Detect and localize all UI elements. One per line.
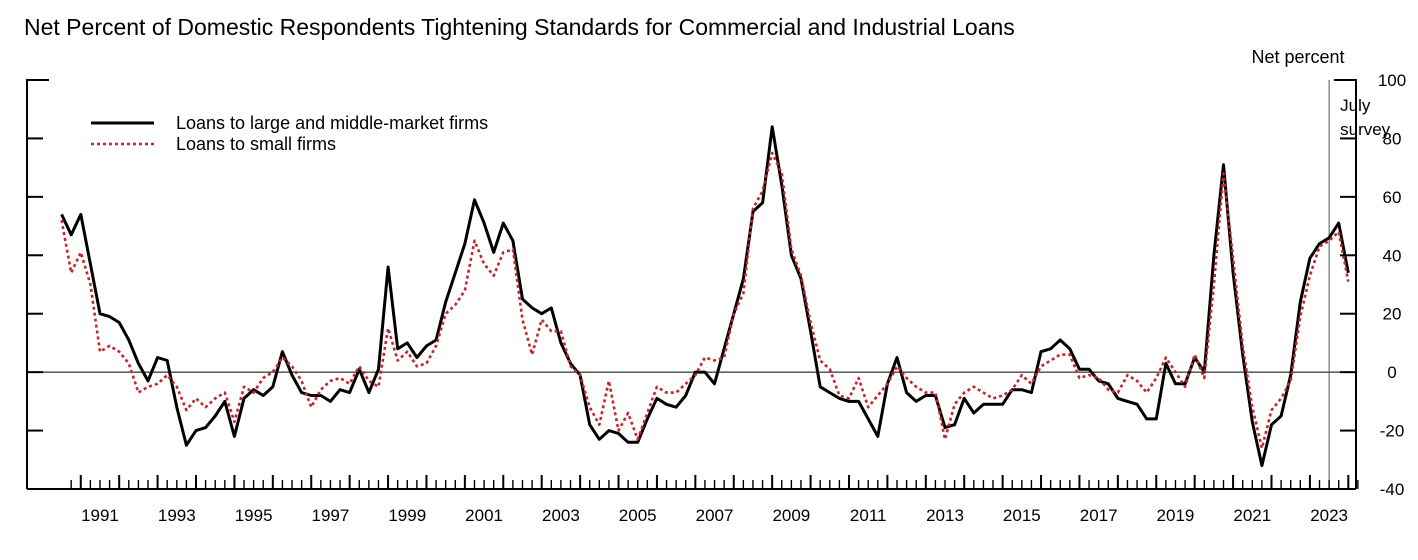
y-axis-title: Net percent: [1251, 47, 1344, 67]
y-tick-label: 20: [1383, 305, 1402, 324]
x-tick-label: 2013: [926, 506, 964, 525]
x-tick-label: 1999: [388, 506, 426, 525]
x-tick-label: 2023: [1310, 506, 1348, 525]
survey-label-line1: July: [1340, 96, 1371, 115]
plot-frame: [26, 79, 1357, 490]
y-tick-label: 60: [1383, 188, 1402, 207]
y-tick-label: -20: [1380, 422, 1405, 441]
series-group: [60, 125, 1350, 468]
x-tick-label: 1991: [81, 506, 119, 525]
y-tick-label: 40: [1383, 246, 1402, 265]
x-tick-label: 2019: [1157, 506, 1195, 525]
x-tick-label: 2017: [1080, 506, 1118, 525]
legend-label: Loans to small firms: [176, 134, 336, 154]
x-tick-label: 2005: [619, 506, 657, 525]
x-tick-label: 1995: [235, 506, 273, 525]
survey-annotation: July survey: [1328, 80, 1391, 489]
y-tick-label: 80: [1383, 129, 1402, 148]
x-tick-label: 2007: [696, 506, 734, 525]
y-tick-label: 100: [1378, 71, 1406, 90]
x-tick-label: 2011: [850, 506, 887, 525]
axes-group: -40 -20 0 20 40 60 80 100 Net percent 1991 1993 199…: [27, 47, 1406, 525]
chart-title: Net Percent of Domestic Respondents Tigh…: [24, 14, 1015, 40]
x-tick-label: 2001: [465, 506, 503, 525]
legend-label: Loans to large and middle-market firms: [176, 113, 488, 133]
x-tick-label: 2009: [772, 506, 810, 525]
y-tick-label: -40: [1380, 480, 1405, 499]
x-tick-label: 2021: [1233, 506, 1271, 525]
legend: Loans to large and middle-market firmsLo…: [91, 113, 488, 154]
series-line-large-middle-market: [60, 125, 1350, 468]
x-tick-label: 2015: [1003, 506, 1041, 525]
x-tick-label: 2003: [542, 506, 580, 525]
survey-label-line2: survey: [1340, 120, 1391, 139]
y-tick-label: 0: [1387, 363, 1396, 382]
series-line-small-firms: [60, 151, 1350, 450]
x-tick-label: 1993: [158, 506, 196, 525]
x-tick-label: 1997: [312, 506, 350, 525]
